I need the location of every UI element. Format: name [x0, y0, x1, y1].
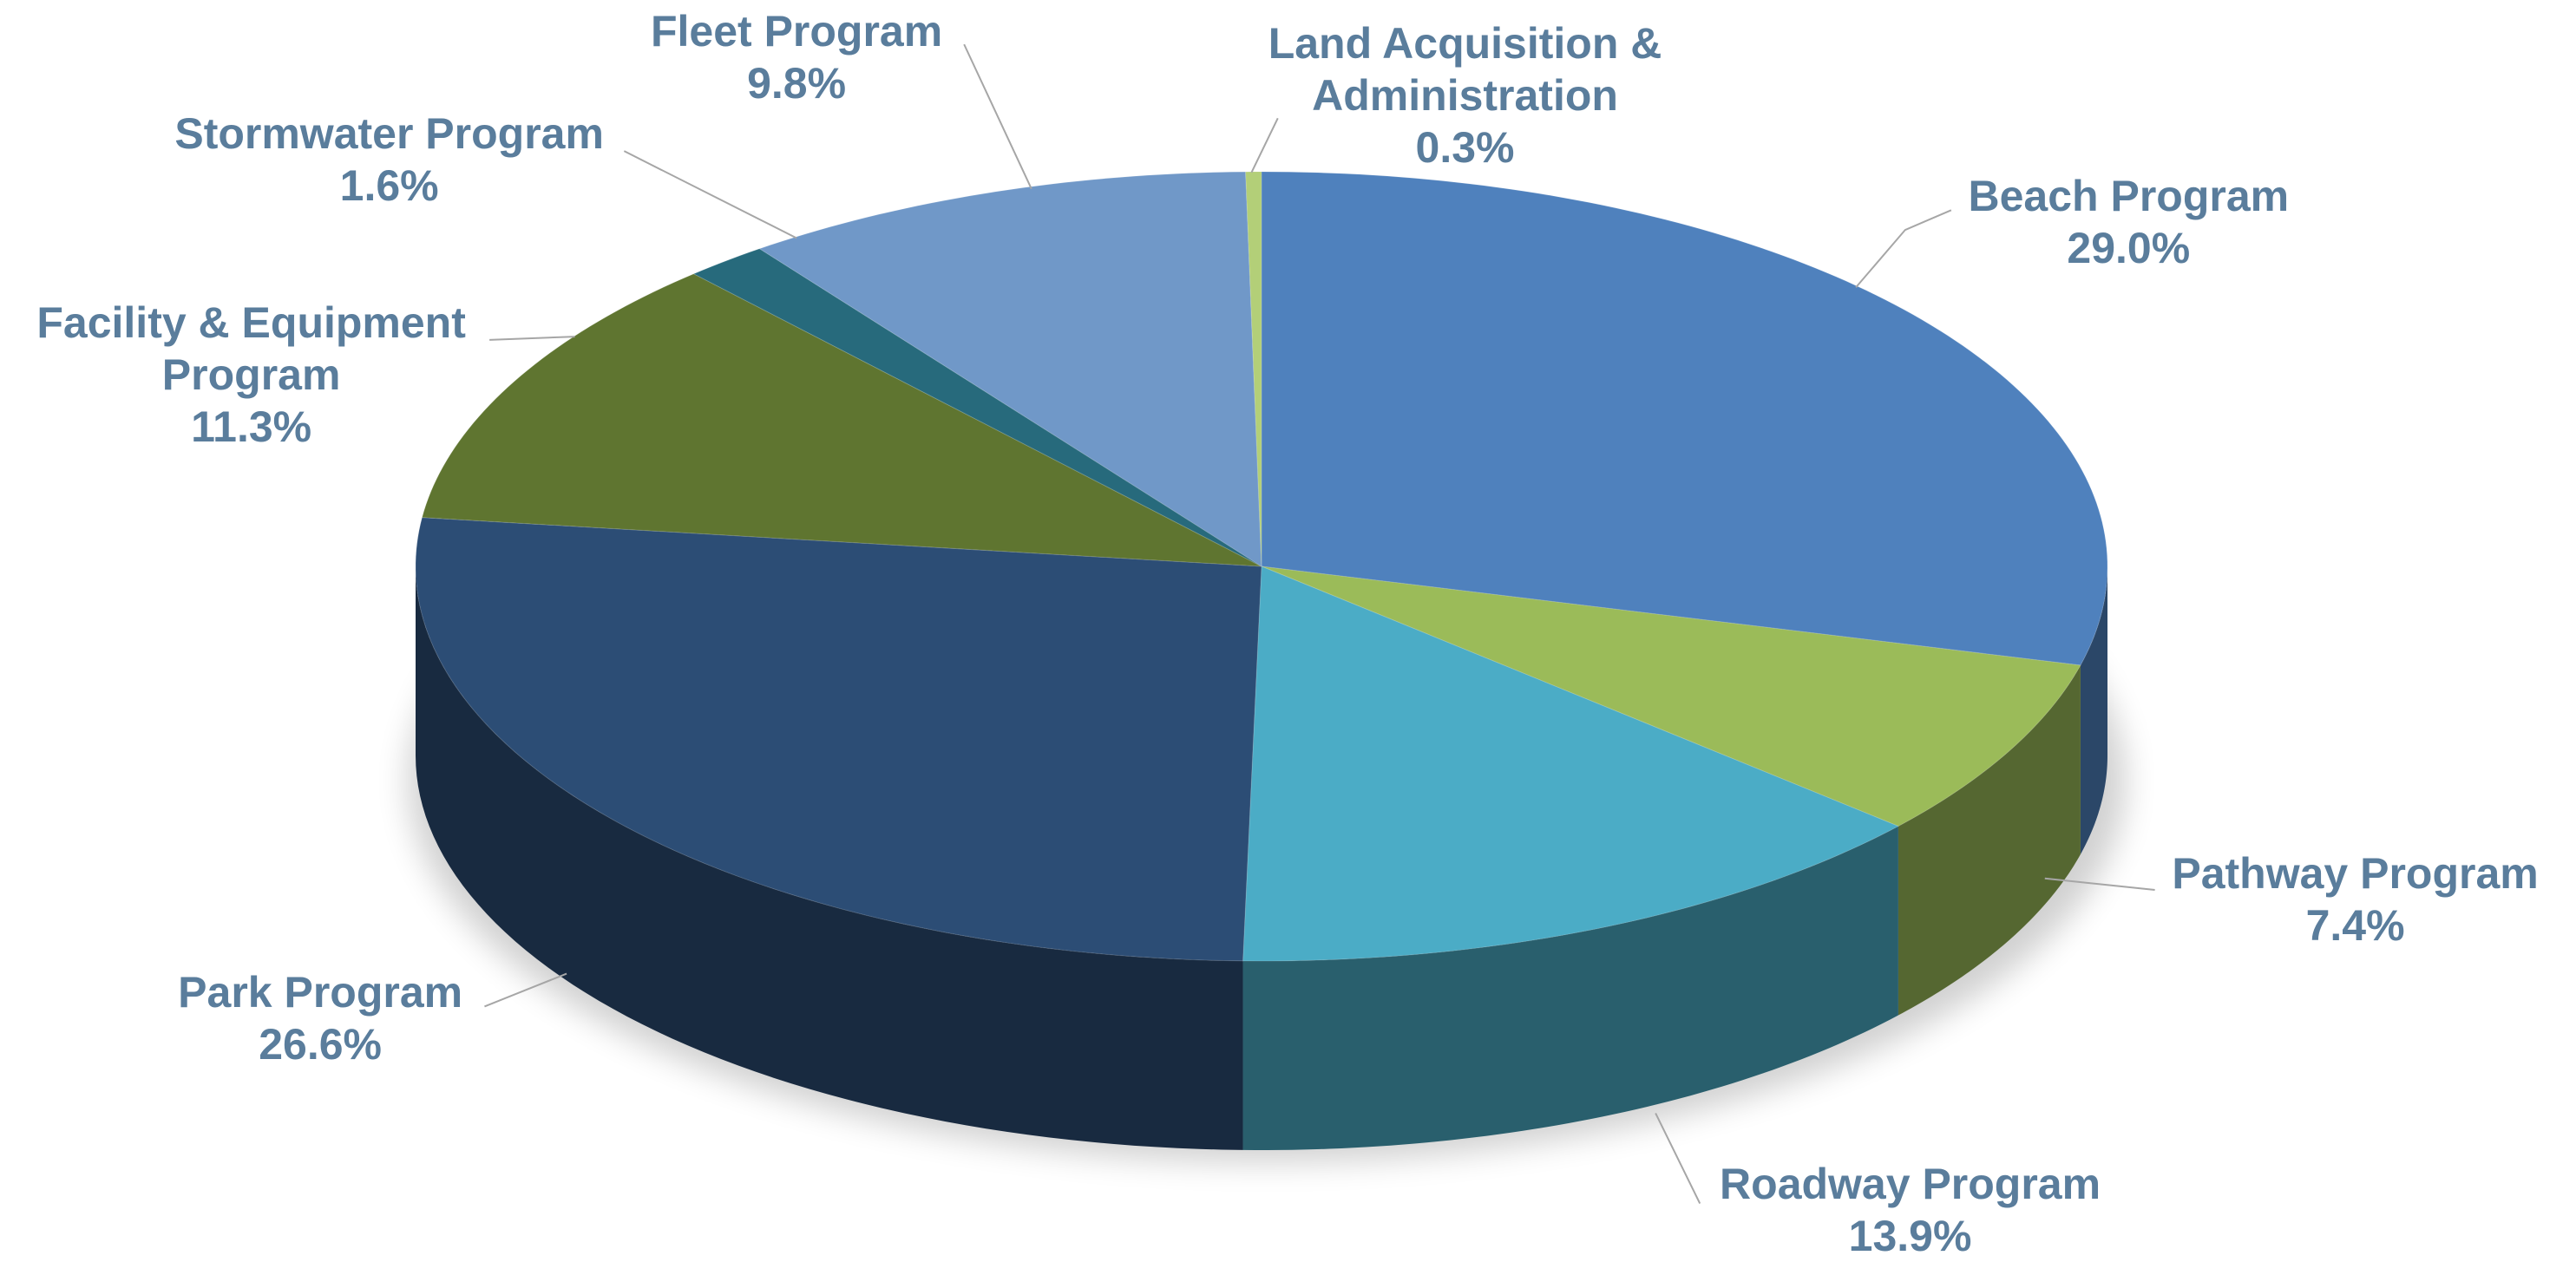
- leader-line: [623, 150, 797, 239]
- slice: [1245, 171, 1262, 567]
- data-label: Fleet Program 9.8%: [651, 5, 942, 109]
- value-label: 0.3%: [1415, 122, 1515, 172]
- leader-line: [484, 972, 567, 1008]
- data-label: Beach Program 29.0%: [1969, 170, 2290, 274]
- slice-side: [2080, 566, 2107, 854]
- category-label: Land Acquisition & Administration: [1268, 18, 1662, 120]
- slice: [1261, 171, 2108, 666]
- category-label: Facility & Equipment Program: [36, 298, 466, 399]
- slice-side: [1898, 664, 2081, 1016]
- leader-line: [1655, 1113, 1701, 1205]
- slice: [758, 171, 1262, 567]
- leader-line: [2044, 877, 2155, 892]
- data-label: Roadway Program 13.9%: [1720, 1158, 2101, 1262]
- data-label: Land Acquisition & Administration 0.3%: [1243, 17, 1687, 173]
- category-label: Fleet Program: [650, 7, 943, 56]
- category-label: Park Program: [178, 967, 463, 1017]
- value-label: 11.3%: [191, 402, 312, 451]
- slice: [1242, 566, 1900, 962]
- value-label: 9.8%: [747, 59, 847, 108]
- value-label: 26.6%: [259, 1019, 383, 1069]
- value-label: 1.6%: [339, 160, 439, 210]
- value-label: 29.0%: [2067, 223, 2191, 272]
- value-label: 7.4%: [2305, 901, 2405, 951]
- category-label: Beach Program: [1968, 171, 2290, 220]
- slice-side: [416, 566, 1243, 1150]
- leader-line: [1250, 117, 1279, 173]
- leader-line: [489, 336, 575, 341]
- leader-lines: [484, 43, 2155, 1205]
- leader-line: [963, 43, 1032, 190]
- data-label: Facility & Equipment Program 11.3%: [5, 297, 498, 453]
- slice: [415, 517, 1262, 962]
- slice: [1261, 566, 2081, 827]
- leader-line: [1855, 209, 1952, 288]
- category-label: Stormwater Program: [174, 108, 604, 158]
- slice: [421, 273, 1262, 567]
- data-label: Stormwater Program 1.6%: [174, 108, 604, 212]
- pie-tops: [415, 171, 2108, 962]
- category-label: Pathway Program: [2172, 849, 2539, 899]
- category-label: Roadway Program: [1720, 1160, 2101, 1209]
- value-label: 13.9%: [1848, 1212, 1972, 1261]
- data-label: Park Program 26.6%: [178, 966, 462, 1070]
- slice-side: [1242, 826, 1898, 1150]
- slice: [692, 248, 1262, 567]
- pie-sides: [416, 566, 2107, 1150]
- data-label: Pathway Program 7.4%: [2172, 847, 2538, 951]
